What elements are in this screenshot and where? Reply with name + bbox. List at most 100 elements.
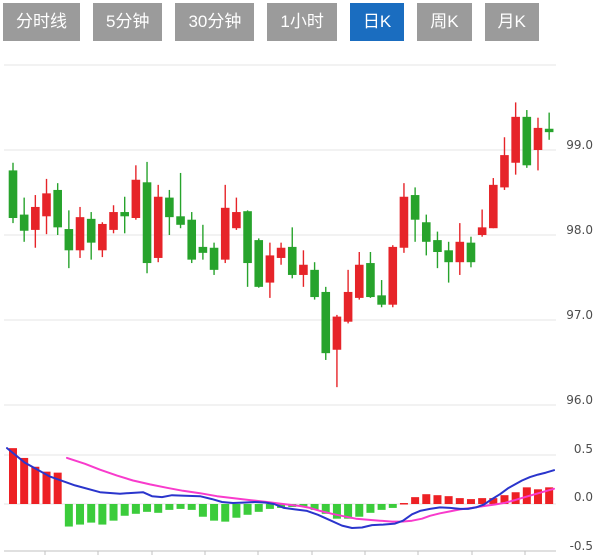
candle-body [131, 179, 141, 218]
candle-body [466, 242, 476, 263]
candle-body [299, 264, 308, 275]
macd-histogram-bar [154, 504, 163, 513]
candle-body [98, 223, 107, 251]
candle-body [366, 263, 375, 298]
macd-histogram-bar [433, 495, 442, 504]
candle-body [444, 250, 453, 263]
candle-body [433, 240, 442, 252]
candle-body [220, 207, 230, 260]
macd-histogram-bar [545, 487, 554, 504]
candle-body [410, 195, 420, 220]
candle-body [332, 316, 342, 350]
macd-histogram-bar [422, 494, 431, 504]
candle-body [232, 212, 241, 229]
dea-line [66, 456, 555, 523]
macd-histogram-bar [76, 504, 85, 525]
macd-histogram-bar [109, 504, 118, 521]
tab-1hour[interactable]: 1小时 [267, 3, 337, 41]
candle-body [86, 218, 96, 243]
macd-histogram-bar [198, 504, 207, 517]
macd-histogram-bar [466, 499, 475, 504]
candle-body [53, 189, 62, 228]
candle-body [198, 246, 208, 253]
candle-body [533, 127, 543, 150]
candle-body [8, 170, 18, 218]
macd-histogram-bar [31, 466, 40, 504]
candle-body [421, 222, 431, 242]
macd-histogram-bar [232, 504, 241, 518]
macd-histogram-bar [243, 504, 252, 515]
tab-weekly-k[interactable]: 周K [417, 3, 472, 41]
macd-histogram-bar [444, 496, 453, 504]
macd-axis-label: 0.5 [573, 442, 593, 456]
tab-monthly-k[interactable]: 月K [484, 3, 539, 41]
macd-histogram-bar [87, 504, 96, 523]
price-axis-label: 99.0 [566, 138, 593, 152]
macd-histogram-bar [344, 504, 353, 519]
price-axis-label: 96.0 [566, 393, 593, 407]
macd-histogram-bar [165, 504, 174, 510]
macd-histogram-bar [455, 498, 464, 504]
macd-histogram-bar [399, 503, 408, 505]
candle-body [265, 255, 275, 283]
candle-body [321, 291, 331, 354]
macd-histogram-bar [366, 504, 375, 513]
macd-histogram-bar [143, 504, 152, 512]
candle-body [354, 264, 364, 298]
macd-histogram-bar [221, 504, 230, 522]
macd-histogram-bar [53, 472, 62, 504]
candle-body [153, 196, 163, 258]
macd-histogram-bar [254, 504, 263, 512]
candle-body [42, 193, 51, 217]
price-axis-label: 98.0 [566, 223, 593, 237]
macd-histogram-bar [489, 498, 498, 504]
macd-histogram-bar [377, 504, 386, 510]
macd-histogram-bar [42, 471, 51, 504]
timeframe-tabbar: 分时线 5分钟 30分钟 1小时 日K 周K 月K [3, 3, 539, 41]
macd-histogram-bar [98, 504, 107, 525]
macd-histogram-bar [310, 504, 319, 510]
macd-histogram-bar [355, 504, 364, 517]
macd-histogram-bar [332, 504, 341, 519]
macd-axis-label: -0.5 [569, 539, 593, 553]
macd-histogram-bar [500, 495, 509, 504]
macd-histogram-bar [20, 457, 29, 504]
candle-body [500, 155, 509, 188]
macd-histogram-bar [411, 497, 420, 504]
price-axis-label: 97.0 [566, 308, 593, 322]
macd-histogram-bar [120, 504, 129, 516]
candle-body [399, 196, 409, 248]
candle-body [388, 246, 398, 305]
macd-histogram-bar [265, 504, 274, 509]
candle-body [75, 217, 85, 251]
macd-histogram-bar [321, 504, 330, 514]
macd-histogram-bar [176, 504, 185, 509]
candle-body [489, 184, 498, 229]
macd-histogram-bar [388, 504, 397, 508]
macd-histogram-bar [299, 504, 308, 507]
candle-body [544, 128, 554, 133]
macd-histogram-bar [9, 448, 17, 504]
candle-body [511, 116, 520, 163]
candle-body [31, 206, 40, 230]
tab-daily-k[interactable]: 日K [349, 3, 405, 41]
candle-body [310, 269, 319, 298]
tab-5min[interactable]: 5分钟 [93, 3, 163, 41]
candle-body [64, 229, 74, 251]
candle-body [276, 247, 286, 258]
tab-30min[interactable]: 30分钟 [175, 3, 255, 41]
candle-body [120, 212, 129, 217]
candle-body [522, 116, 532, 166]
candle-body [455, 241, 465, 263]
tab-timeline[interactable]: 分时线 [3, 3, 80, 41]
macd-histogram-bar [533, 489, 542, 504]
candle-body [254, 240, 264, 287]
candle-body [187, 219, 197, 260]
macd-histogram-bar [187, 504, 196, 510]
macd-histogram-bar [511, 492, 520, 504]
candle-body [243, 211, 252, 264]
macd-histogram-bar [210, 504, 219, 521]
candle-body [209, 247, 219, 270]
